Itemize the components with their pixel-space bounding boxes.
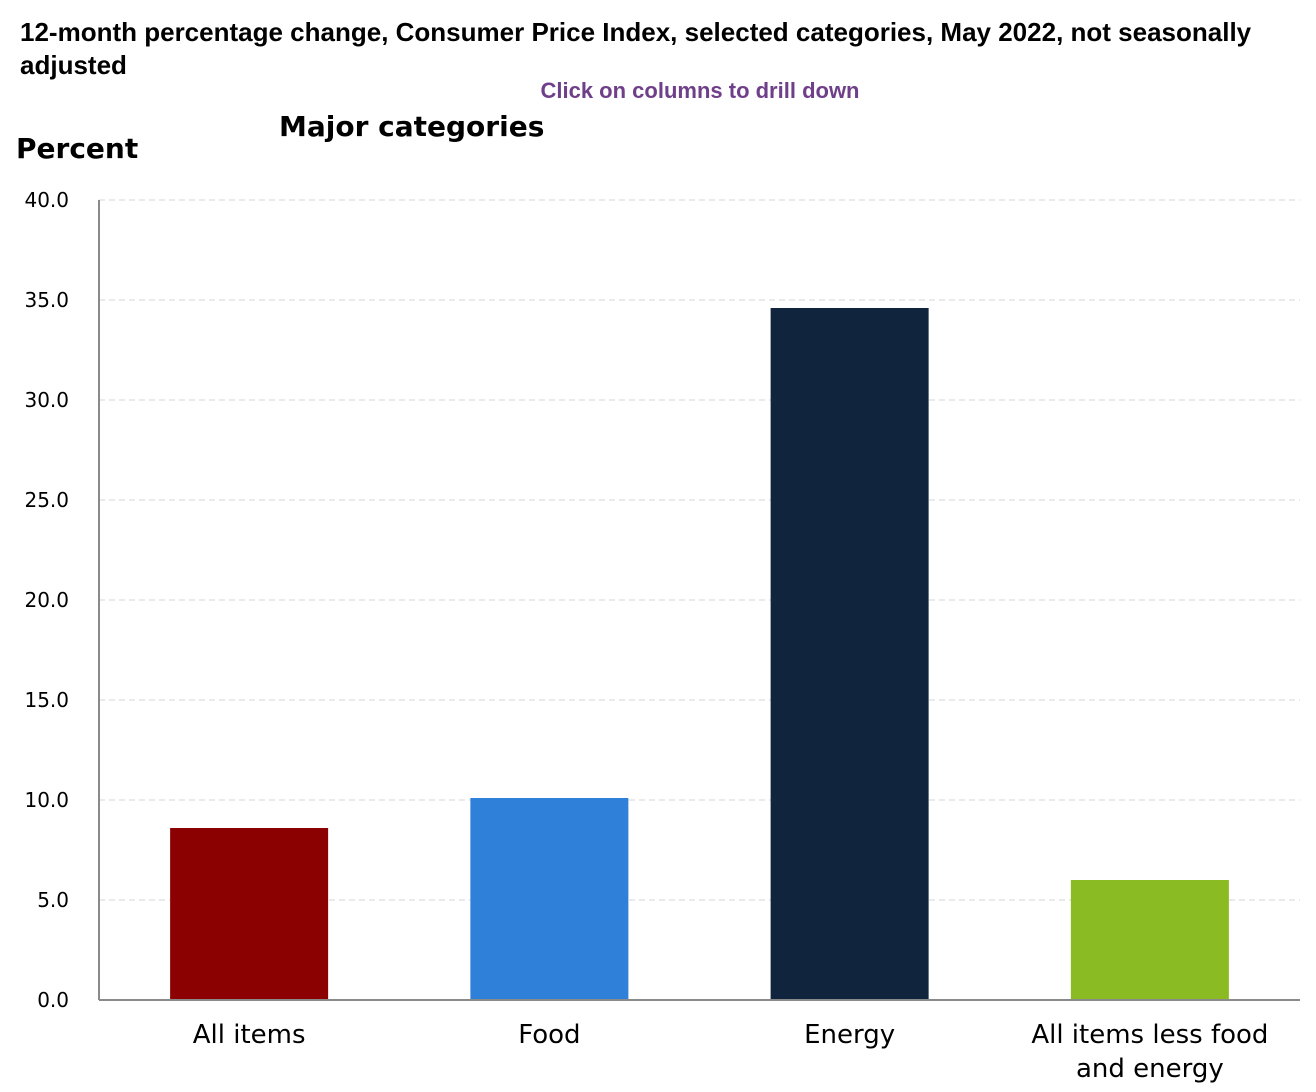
y-tick-label: 15.0 — [24, 688, 69, 712]
x-tick-label: Food — [518, 1020, 580, 1050]
y-axis-title: Percent — [16, 132, 139, 165]
chart-subtitle: Major categories — [279, 110, 545, 143]
bar[interactable] — [770, 308, 929, 1000]
bar[interactable] — [170, 828, 329, 1000]
y-tick-label: 10.0 — [24, 788, 69, 812]
y-tick-label: 20.0 — [24, 588, 69, 612]
y-tick-label: 0.0 — [37, 988, 69, 1012]
x-tick-label: Energy — [804, 1020, 895, 1050]
x-tick-label: All items — [193, 1020, 306, 1050]
axes — [98, 200, 1300, 1001]
y-tick-label: 5.0 — [37, 888, 69, 912]
x-tick-label: All items less food and energy — [1031, 1020, 1268, 1084]
chart-title: 12-month percentage change, Consumer Pri… — [20, 17, 1252, 80]
y-tick-label: 40.0 — [24, 188, 69, 212]
grid-lines — [99, 199, 1300, 901]
y-axis-ticks: 0.0 5.0 10.0 15.0 20.0 25.0 30.0 35.0 40.0 — [24, 188, 69, 1012]
x-axis-labels: All items Food Energy All items less food an… — [193, 1020, 1269, 1084]
bars — [170, 308, 1229, 1000]
bar[interactable] — [1070, 880, 1229, 1000]
y-tick-label: 30.0 — [24, 388, 69, 412]
bar[interactable] — [470, 798, 629, 1000]
y-tick-label: 25.0 — [24, 488, 69, 512]
y-tick-label: 35.0 — [24, 288, 69, 312]
drill-down-hint[interactable]: Click on columns to drill down — [540, 78, 860, 103]
